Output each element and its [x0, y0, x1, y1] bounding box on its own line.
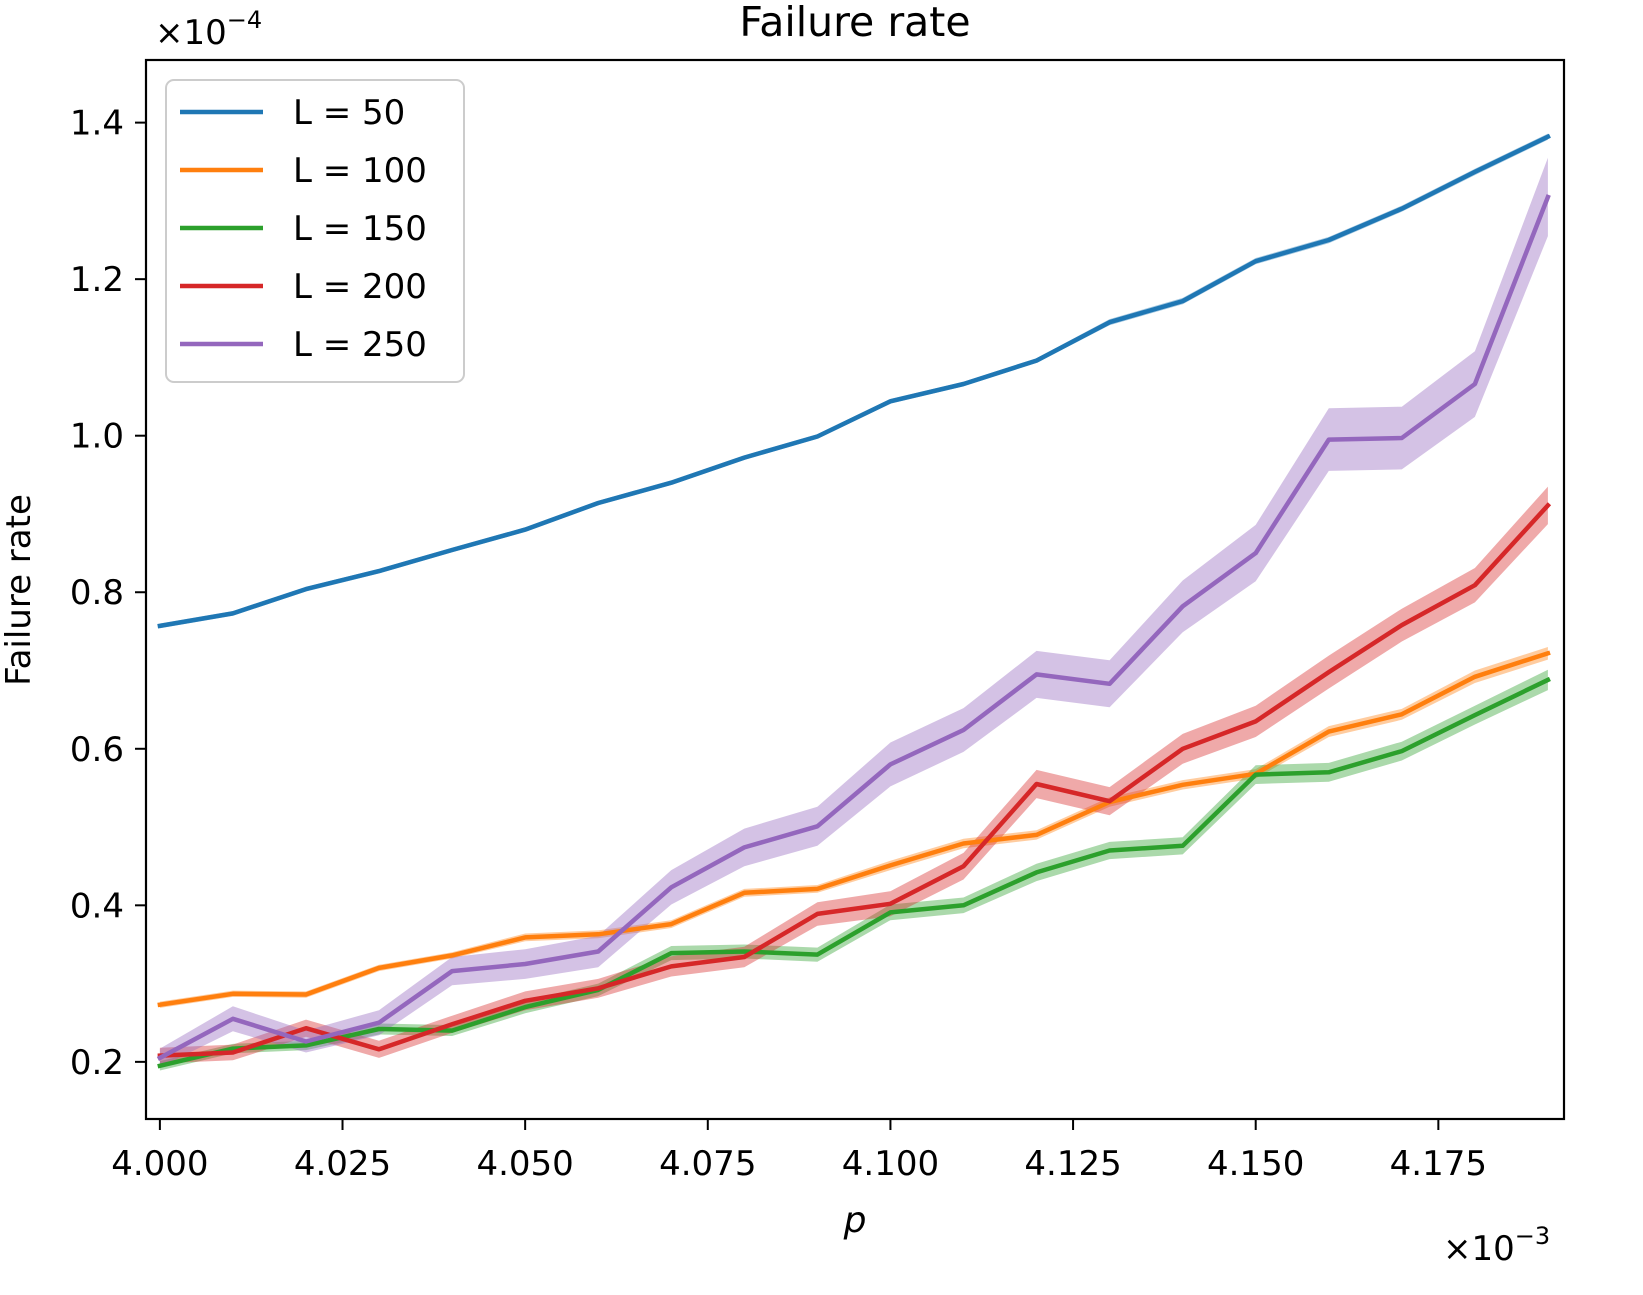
x-tick-label-5: 4.125: [1024, 1144, 1121, 1184]
legend-items: L = 50 L = 100 L = 150 L = 200 L = 250: [180, 93, 427, 365]
x-tick-label-3: 4.075: [659, 1144, 756, 1184]
x-axis-label: p: [843, 1200, 867, 1241]
x-offset-base: ×10: [1443, 1229, 1515, 1269]
y-tick-label-1: 0.4: [70, 886, 124, 926]
y-tick-label-2: 0.6: [70, 730, 124, 770]
series-2-line: [157, 676, 1551, 1069]
y-offset-exponent: −4: [227, 6, 262, 34]
y-offset-base: ×10: [155, 13, 227, 53]
series-3-line: [157, 502, 1552, 1058]
x-offset-label: ×10−3: [1443, 1222, 1550, 1269]
legend-label-0: L = 50: [293, 93, 405, 133]
series-4-line: [156, 194, 1551, 1061]
x-tick-label-7: 4.175: [1390, 1144, 1487, 1184]
y-axis-label: Failure rate: [0, 494, 39, 686]
y-tick-label-3: 0.8: [70, 573, 124, 613]
series-1-line: [157, 650, 1551, 1008]
x-tick-label-0: 4.000: [111, 1144, 208, 1184]
chart-title: Failure rate: [739, 0, 970, 46]
x-tick-label-1: 4.025: [294, 1144, 391, 1184]
legend: L = 50 L = 100 L = 150 L = 200 L = 250: [165, 79, 465, 383]
series-lines: [156, 133, 1552, 1069]
y-tick-label-0: 0.2: [70, 1043, 124, 1083]
x-axis-ticks: 4.000 4.025 4.050 4.075 4.100 4.125 4.150 4.175: [111, 1119, 1487, 1184]
x-tick-label-2: 4.050: [476, 1144, 573, 1184]
legend-label-4: L = 250: [293, 325, 427, 365]
plot-frame: [144, 58, 1566, 1121]
x-tick-label-6: 4.150: [1207, 1144, 1304, 1184]
legend-box: [165, 79, 465, 383]
x-offset-exponent: −3: [1515, 1222, 1550, 1250]
y-offset-label: ×10−4: [155, 6, 262, 53]
legend-label-1: L = 100: [293, 151, 427, 191]
y-axis-ticks: 0.2 0.4 0.6 0.8 1.0 1.2 1.4: [70, 104, 146, 1083]
x-tick-label-4: 4.100: [842, 1144, 939, 1184]
legend-label-3: L = 200: [293, 267, 427, 307]
y-tick-label-6: 1.4: [70, 104, 124, 144]
series-0-line: [157, 133, 1551, 629]
legend-label-2: L = 150: [293, 209, 427, 249]
y-tick-label-5: 1.2: [70, 260, 124, 300]
y-tick-label-4: 1.0: [70, 417, 124, 457]
